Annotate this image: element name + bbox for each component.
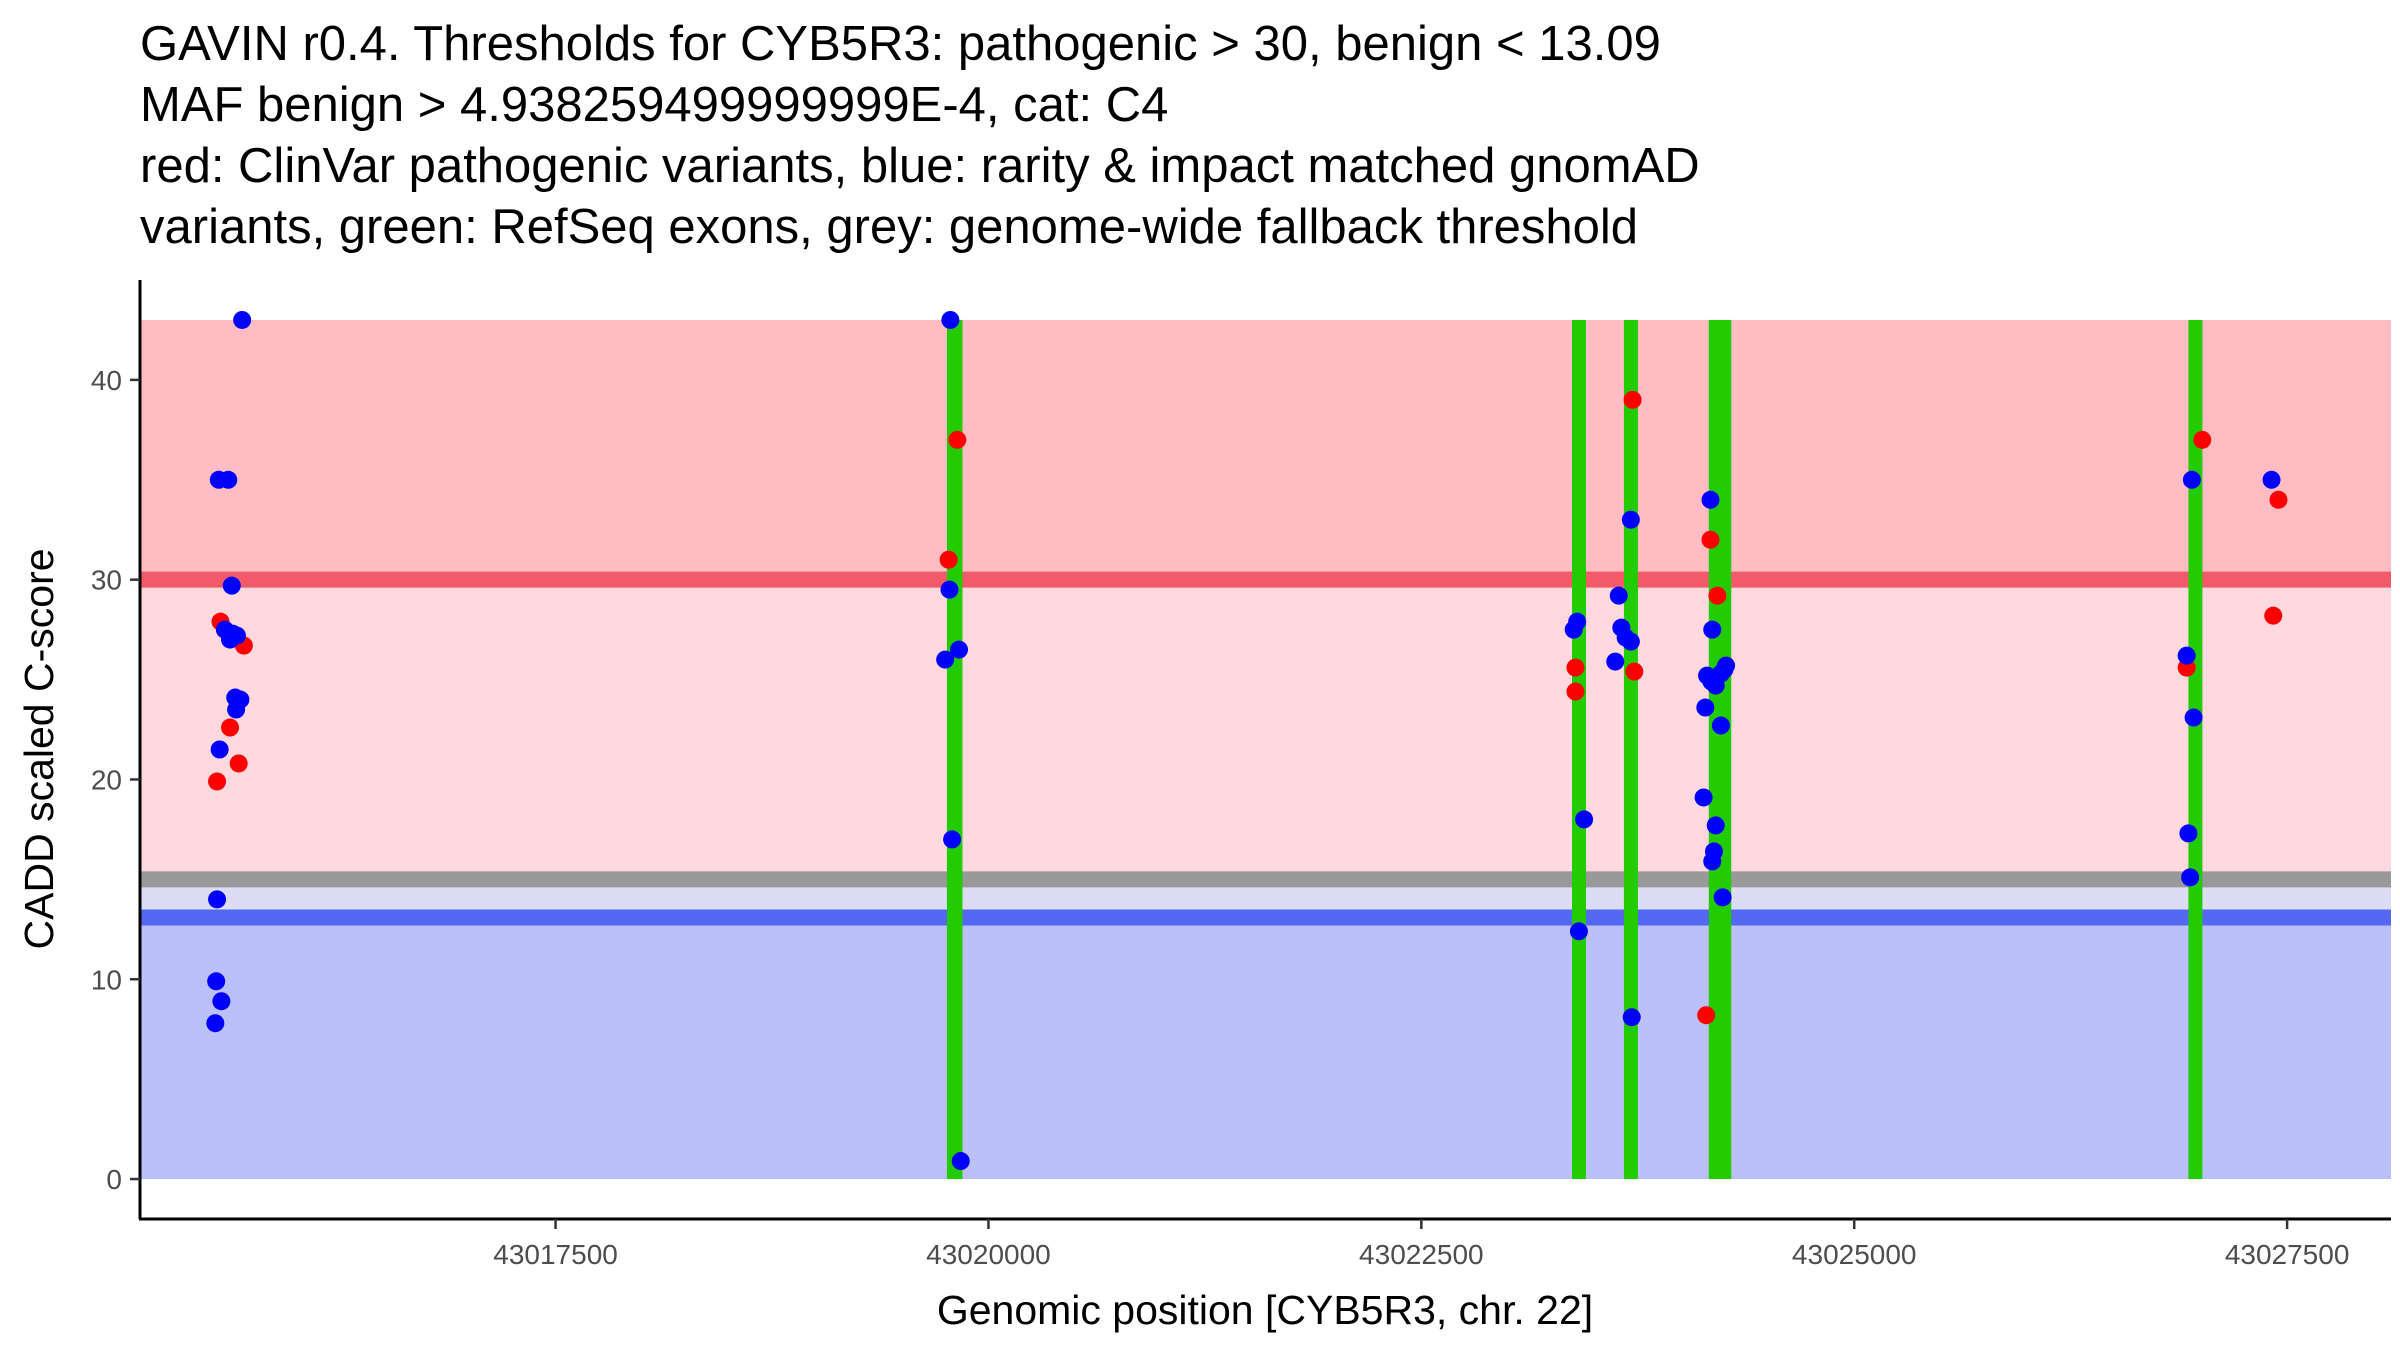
gnomad-point <box>219 470 238 489</box>
variant-points <box>206 310 2288 1171</box>
gnomad-point <box>2177 646 2196 665</box>
gnomad-point <box>222 576 241 595</box>
axis-ticks: 43017500 43020000 43022500 43025000 43027500… <box>91 365 2350 1270</box>
gnomad-point <box>1621 510 1640 529</box>
x-tick-label: 43020000 <box>926 1239 1051 1270</box>
exon-bar-2 <box>1571 319 1586 1180</box>
threshold-bands <box>140 319 2391 1180</box>
clinvar-point <box>221 718 240 737</box>
gnomad-point <box>2262 470 2281 489</box>
benign-zone <box>140 917 2391 1180</box>
clinvar-point <box>2264 606 2283 625</box>
gnomad-point <box>2179 824 2198 843</box>
gnomad-point <box>227 700 246 719</box>
exon-bar-4 <box>1708 319 1732 1180</box>
y-tick-label: 30 <box>91 565 122 596</box>
gnomad-point <box>1569 922 1588 941</box>
x-tick-label: 43022500 <box>1359 1239 1484 1270</box>
clinvar-point <box>1701 530 1720 549</box>
gnomad-point <box>1696 698 1715 717</box>
gnomad-point <box>207 972 226 991</box>
chart-title: GAVIN r0.4. Thresholds for CYB5R3: patho… <box>140 14 1700 258</box>
gnomad-point <box>941 310 960 329</box>
gnomad-point <box>943 830 962 849</box>
clinvar-point <box>1697 1006 1716 1025</box>
clinvar-point <box>1566 682 1585 701</box>
clinvar-point <box>1625 662 1644 681</box>
y-tick-label: 0 <box>106 1164 122 1195</box>
gnomad-point <box>1711 716 1730 735</box>
gnomad-point <box>1713 888 1732 907</box>
gnomad-point <box>233 310 252 329</box>
clinvar-point <box>948 430 967 449</box>
pathogenic-zone <box>140 319 2391 580</box>
clinvar-point <box>1623 390 1642 409</box>
y-tick-label: 20 <box>91 764 122 795</box>
clinvar-point <box>229 754 248 773</box>
clinvar-point <box>208 772 227 791</box>
gnomad-point <box>940 580 959 599</box>
gnomad-point <box>1616 628 1635 647</box>
gnomad-point <box>210 740 229 759</box>
gnomad-point <box>936 650 955 669</box>
axes <box>138 280 2391 1221</box>
title-line-1: GAVIN r0.4. Thresholds for CYB5R3: patho… <box>140 17 1661 71</box>
y-tick-label: 40 <box>91 365 122 396</box>
gnomad-point <box>1575 810 1594 829</box>
threshold-lines <box>140 571 2391 926</box>
clinvar-point <box>939 550 958 569</box>
gnomad-point <box>1701 490 1720 509</box>
gnomad-point <box>1703 852 1722 871</box>
clinvar-point <box>2193 430 2212 449</box>
y-tick-label: 10 <box>91 964 122 995</box>
gnomad-point <box>1706 816 1725 835</box>
title-line-3: red: ClinVar pathogenic variants, blue: … <box>140 139 1700 193</box>
exon-bar-3 <box>1623 319 1638 1180</box>
x-axis-title: Genomic position [CYB5R3, chr. 22] <box>937 1287 1593 1333</box>
gnomad-point <box>1703 620 1722 639</box>
exon-bars <box>946 319 2203 1180</box>
gnomad-point <box>2184 708 2203 727</box>
exon-bar-5 <box>2188 319 2203 1180</box>
gnomad-point <box>212 992 231 1011</box>
gnomad-point <box>1606 652 1625 671</box>
clinvar-point <box>2269 490 2288 509</box>
gnomad-point <box>2181 868 2200 887</box>
x-tick-label: 43017500 <box>493 1239 618 1270</box>
intermediate-zone <box>140 579 2391 880</box>
exon-bar-1 <box>946 319 963 1180</box>
clinvar-point <box>1708 586 1727 605</box>
gnomad-point <box>1609 586 1628 605</box>
x-tick-label: 43027500 <box>2225 1239 2350 1270</box>
gnomad-point <box>1622 1008 1641 1027</box>
gnomad-point <box>227 626 246 645</box>
x-tick-label: 43025000 <box>1792 1239 1917 1270</box>
gnomad-point <box>950 640 969 659</box>
gnomad-point <box>1715 660 1734 679</box>
y-axis-title: CADD scaled C-score <box>16 549 62 950</box>
clinvar-point <box>1566 658 1585 677</box>
gnomad-point <box>208 890 227 909</box>
gnomad-point <box>2182 470 2201 489</box>
gnomad-point <box>206 1014 225 1033</box>
gnomad-point <box>951 1152 970 1171</box>
gnomad-point <box>1568 612 1587 631</box>
title-line-4: variants, green: RefSeq exons, grey: gen… <box>140 200 1639 254</box>
gnomad-point <box>1694 788 1713 807</box>
title-line-2: MAF benign > 4.938259499999999E-4, cat: … <box>140 78 1169 132</box>
